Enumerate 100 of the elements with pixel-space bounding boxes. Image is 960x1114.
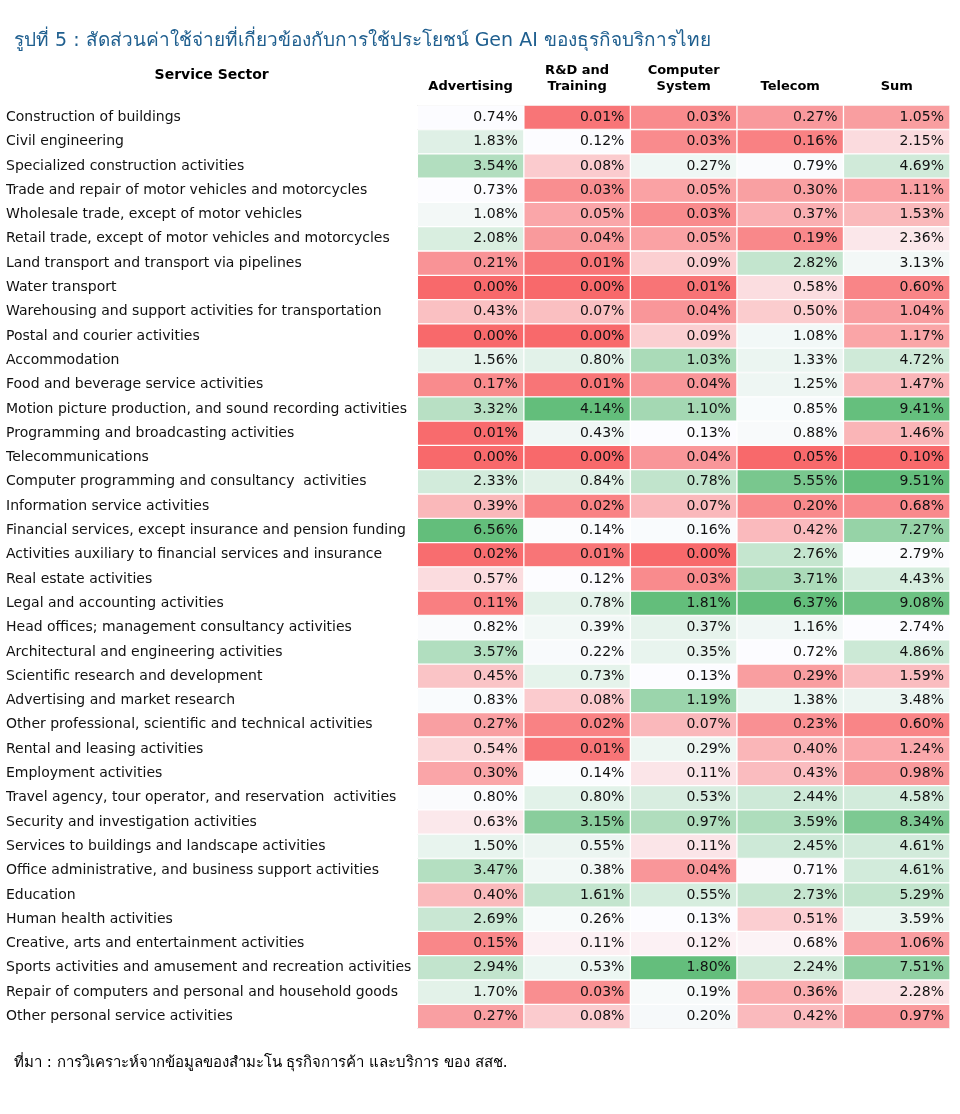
data-label: 3.71% bbox=[792, 569, 838, 586]
data-label: 0.83% bbox=[473, 691, 518, 708]
data-label: 0.00% bbox=[686, 545, 731, 562]
data-label: 0.27% bbox=[686, 156, 731, 173]
data-label: 1.50% bbox=[473, 836, 518, 853]
data-label: 0.26% bbox=[579, 909, 625, 926]
data-label: 2.24% bbox=[792, 958, 838, 975]
data-label: 1.03% bbox=[686, 350, 731, 367]
data-label: 0.43% bbox=[792, 764, 838, 781]
data-label: 2.33% bbox=[473, 472, 518, 489]
data-label: 0.11% bbox=[579, 934, 625, 951]
data-label: 0.01% bbox=[686, 278, 731, 295]
data-label: 0.02% bbox=[579, 496, 625, 513]
data-label: 6.37% bbox=[792, 593, 838, 610]
data-label: 0.73% bbox=[579, 666, 625, 683]
data-label: 0.07% bbox=[686, 715, 731, 732]
data-label: 1.04% bbox=[899, 302, 944, 319]
data-label: 3.54% bbox=[473, 156, 518, 173]
data-label: 0.54% bbox=[473, 739, 518, 756]
data-label: 0.11% bbox=[686, 764, 731, 781]
x-tick-label: Telecom bbox=[760, 77, 820, 93]
data-label: 0.03% bbox=[686, 107, 731, 124]
data-label: 2.15% bbox=[899, 132, 944, 149]
data-label: 0.39% bbox=[473, 496, 518, 513]
data-label: 0.00% bbox=[579, 326, 625, 343]
data-label: 0.19% bbox=[792, 229, 838, 246]
data-label: 0.40% bbox=[473, 885, 518, 902]
data-label: 0.13% bbox=[686, 423, 731, 440]
data-label: 3.48% bbox=[899, 691, 944, 708]
data-label: 0.01% bbox=[473, 423, 518, 440]
data-label: 1.06% bbox=[899, 934, 944, 951]
data-label: 0.12% bbox=[579, 132, 625, 149]
data-label: 0.35% bbox=[686, 642, 731, 659]
y-tick-label: Financial services, except insurance and pension funding bbox=[6, 521, 406, 538]
data-label: 0.04% bbox=[579, 229, 625, 246]
data-label: 1.10% bbox=[686, 399, 731, 416]
data-label: 4.58% bbox=[899, 788, 944, 805]
x-tick-label: Sum bbox=[880, 77, 913, 93]
data-label: 0.53% bbox=[579, 958, 625, 975]
data-label: 0.85% bbox=[792, 399, 838, 416]
x-tick-label: Computer System bbox=[647, 62, 721, 93]
data-label: 1.59% bbox=[899, 666, 944, 683]
data-label: 0.00% bbox=[579, 278, 625, 295]
data-label: 0.72% bbox=[792, 642, 838, 659]
y-tick-label: Water transport bbox=[6, 278, 118, 295]
data-label: 1.47% bbox=[899, 375, 944, 392]
y-tick-label: Services to buildings and landscape activities bbox=[6, 836, 326, 853]
y-tick-label: Telecommunications bbox=[5, 448, 149, 465]
data-label: 0.37% bbox=[792, 205, 838, 222]
data-label: 0.39% bbox=[579, 618, 625, 635]
data-label: 0.42% bbox=[792, 1007, 838, 1024]
y-tick-label: Land transport and transport via pipelines bbox=[6, 253, 302, 270]
y-tick-label: Travel agency, tour operator, and reservation activities bbox=[5, 788, 397, 805]
data-label: 1.24% bbox=[899, 739, 944, 756]
data-label: 3.59% bbox=[792, 812, 838, 829]
y-tick-label: Accommodation bbox=[6, 350, 120, 367]
data-label: 0.07% bbox=[579, 302, 625, 319]
data-label: 1.38% bbox=[792, 691, 838, 708]
data-label: 0.00% bbox=[473, 278, 518, 295]
data-label: 0.04% bbox=[686, 375, 731, 392]
data-label: 0.00% bbox=[579, 448, 625, 465]
data-label: 0.55% bbox=[579, 836, 625, 853]
data-label: 0.78% bbox=[579, 593, 625, 610]
data-label: 1.61% bbox=[579, 885, 625, 902]
data-label: 2.74% bbox=[899, 618, 944, 635]
data-label: 0.01% bbox=[579, 107, 625, 124]
data-label: 4.72% bbox=[899, 350, 944, 367]
data-label: 2.36% bbox=[899, 229, 944, 246]
x-tick-label: Advertising bbox=[428, 77, 513, 93]
text: ที่มา : การวิเคราะห์จากข้อมูลของสำมะโน ธุรกิจการค้า และบริการ ของ สสช. bbox=[13, 1051, 509, 1074]
data-label: 0.68% bbox=[899, 496, 944, 513]
data-label: 4.61% bbox=[899, 836, 944, 853]
data-label: 0.12% bbox=[579, 569, 625, 586]
data-label: 9.41% bbox=[899, 399, 944, 416]
data-label: 0.22% bbox=[579, 642, 625, 659]
data-label: 0.00% bbox=[473, 448, 518, 465]
data-label: 0.58% bbox=[792, 278, 838, 295]
data-label: 0.03% bbox=[686, 569, 731, 586]
data-label: 9.51% bbox=[899, 472, 944, 489]
data-label: 0.03% bbox=[579, 982, 625, 999]
data-label: 0.16% bbox=[686, 521, 731, 538]
data-label: 0.80% bbox=[473, 788, 518, 805]
y-tick-label: Legal and accounting activities bbox=[6, 593, 224, 610]
data-label: 5.29% bbox=[899, 885, 944, 902]
y-axis-title: Service Sector bbox=[153, 66, 270, 82]
y-tick-label: Information service activities bbox=[6, 496, 210, 513]
data-label: 7.51% bbox=[899, 958, 944, 975]
data-label: 0.05% bbox=[686, 229, 731, 246]
data-label: 0.51% bbox=[792, 909, 838, 926]
data-label: 0.05% bbox=[579, 205, 625, 222]
data-label: 0.37% bbox=[686, 618, 731, 635]
data-label: 0.20% bbox=[792, 496, 838, 513]
data-label: 0.05% bbox=[686, 180, 731, 197]
data-label: 1.56% bbox=[473, 350, 518, 367]
data-label: 0.07% bbox=[686, 496, 731, 513]
data-label: 1.17% bbox=[899, 326, 944, 343]
data-label: 0.38% bbox=[579, 861, 625, 878]
data-label: 2.69% bbox=[473, 909, 518, 926]
data-label: 0.43% bbox=[579, 423, 625, 440]
data-label: 0.16% bbox=[792, 132, 838, 149]
